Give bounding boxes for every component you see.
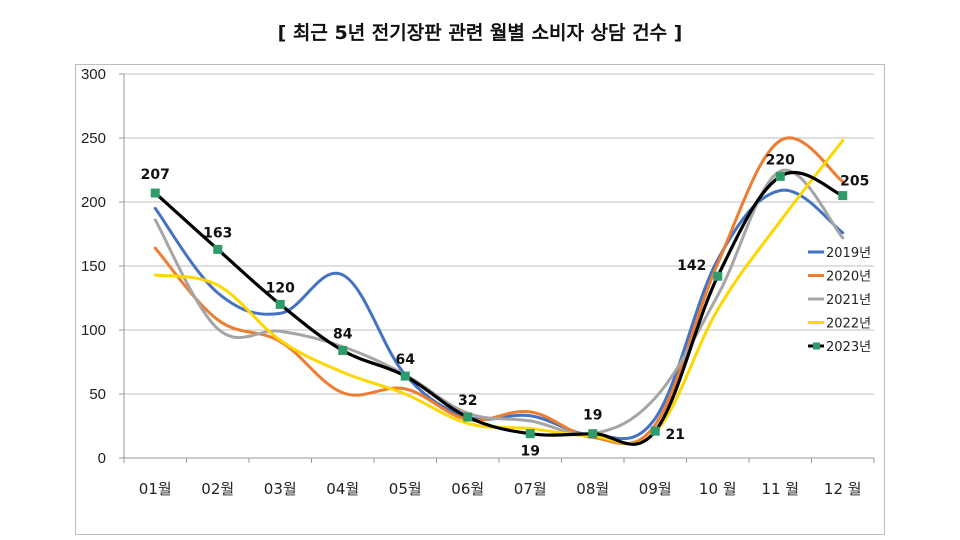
x-tick-label: 01월 [139,480,172,498]
y-tick-label: 50 [89,386,106,403]
data-label: 220 [766,152,795,168]
y-tick-label: 200 [81,194,106,211]
chart-title: [ 최근 5년 전기장판 관련 월별 소비자 상담 건수 ] [277,22,683,44]
legend: 2019년 2020년 2021년 2022년 2023년 [808,246,871,355]
data-point-marker [150,188,160,198]
y-tick-label: 150 [81,258,106,275]
series-2020-line [153,136,845,446]
y-tick-label: 300 [81,66,106,83]
data-point-marker [338,345,348,355]
x-tick-label: 04월 [326,480,359,498]
x-tick-label: 05월 [389,480,422,498]
chart-frame [75,64,885,535]
x-tick-label: 06월 [451,480,484,498]
data-label: 142 [677,258,706,274]
y-tick-label: 0 [98,450,106,467]
data-label: 19 [583,408,602,424]
x-tick-label: 10 월 [699,480,737,498]
legend-item-2021: 2021년 [808,293,871,308]
y-tick-label: 100 [81,322,106,339]
data-label: 163 [203,225,232,241]
svg-text:2023년: 2023년 [826,340,871,355]
data-label: 19 [521,444,540,460]
x-tick-label: 12 월 [824,480,862,498]
series-2019-line [153,188,845,441]
legend-item-2019: 2019년 [808,246,871,261]
series-2023-line [153,170,845,446]
data-point-marker [213,244,223,254]
data-point-marker [463,412,473,422]
x-axis: 01월 02월 03월 04월 05월 06월 07월 08월 09월 10 월 11 월 12 월 [123,457,875,498]
data-labels: 207 163 120 84 64 32 19 19 21 142 220 205 [141,152,870,459]
data-point-marker [838,191,848,201]
data-point-marker [400,371,410,381]
data-point-marker [650,426,660,436]
data-point-marker [713,271,723,281]
y-tick-label: 250 [81,130,106,147]
data-point-marker [525,429,535,439]
y-axis: 0 50 100 150 200 250 300 [81,66,125,467]
svg-text:2019년: 2019년 [826,246,871,261]
x-tick-label: 07월 [514,480,547,498]
legend-item-2020: 2020년 [808,270,871,285]
x-tick-label: 02월 [201,480,234,498]
data-label: 21 [666,427,685,443]
x-tick-label: 03월 [264,480,297,498]
data-point-marker [275,299,285,309]
svg-text:2021년: 2021년 [826,293,871,308]
x-tick-label: 09월 [639,480,672,498]
data-point-marker [775,171,785,181]
series-2021-line [153,168,845,436]
data-point-marker [588,429,598,439]
legend-item-2023: 2023년 [808,340,871,355]
series-lines [150,136,848,446]
x-tick-label: 08월 [576,480,609,498]
data-label: 205 [840,174,869,190]
series-2022-line [153,139,845,446]
svg-text:2022년: 2022년 [826,317,871,332]
svg-text:2020년: 2020년 [826,270,871,285]
x-tick-label: 11 월 [761,480,799,498]
data-label: 207 [141,167,170,183]
data-label: 64 [396,352,416,368]
data-label: 84 [333,326,353,342]
data-label: 120 [266,280,295,296]
legend-item-2022: 2022년 [808,317,871,332]
data-label: 32 [458,393,477,409]
